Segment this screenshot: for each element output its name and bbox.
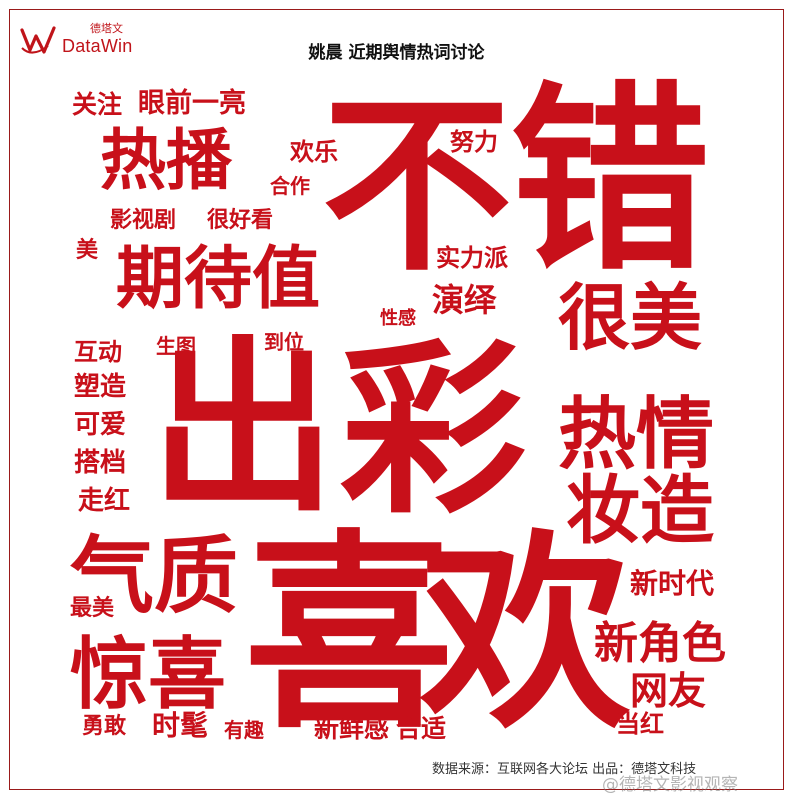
word: 合作 [270,174,310,198]
word: 喜 [244,512,455,757]
word: 热播 [100,122,232,199]
word: 走红 [78,486,131,516]
word: 演绎 [432,281,497,319]
word: 当红 [616,710,664,738]
word: 勇敢 [82,714,127,739]
word: 性感 [380,308,416,329]
word: 欢 [420,512,631,757]
datawin-logo-icon [20,26,56,54]
word: 新角色 [594,618,726,669]
word: 热情 [558,390,715,480]
word: 错 [510,65,711,298]
image-frame [9,9,784,790]
word: 影视剧 [110,208,177,233]
word: 彩 [340,322,527,539]
word: 网友 [630,669,707,713]
word: 新时代 [630,567,715,600]
word: 合适 [396,714,447,743]
watermark-text: @德塔文影视观察 [602,775,738,795]
word: 实力派 [436,244,508,272]
word: 新鲜感 [314,714,390,743]
logo-cn-text: 德塔文 [90,22,123,35]
word: 时髦 [152,709,209,742]
logo-en-text: DataWin [62,36,133,56]
word: 出 [150,320,337,537]
page-title: 姚晨 近期舆情热词讨论 [308,43,485,63]
word: 很美 [558,276,703,360]
word: 生图 [156,334,196,358]
word: 妆造 [566,468,714,554]
word: 可爱 [74,410,127,440]
word: 眼前一亮 [138,88,246,119]
word: 很好看 [207,208,274,233]
datawin-logo: 德塔文 DataWin [18,18,148,64]
word: 到位 [264,330,304,354]
word: 美 [76,238,99,263]
word: 搭档 [74,448,127,478]
word: 塑造 [74,372,127,402]
data-source-text: 数据来源：互联网各大论坛 出品：德塔文科技 [432,762,697,777]
word: 惊喜 [70,630,227,720]
word: 气质 [70,527,239,625]
word: 关注 [72,90,123,119]
word: 互动 [74,338,122,366]
word: 不 [322,76,513,297]
word: 欢乐 [290,138,338,166]
word: 有趣 [224,718,264,742]
word: 期待值 [116,240,321,319]
word: 最美 [70,596,115,621]
word: 努力 [450,128,498,156]
